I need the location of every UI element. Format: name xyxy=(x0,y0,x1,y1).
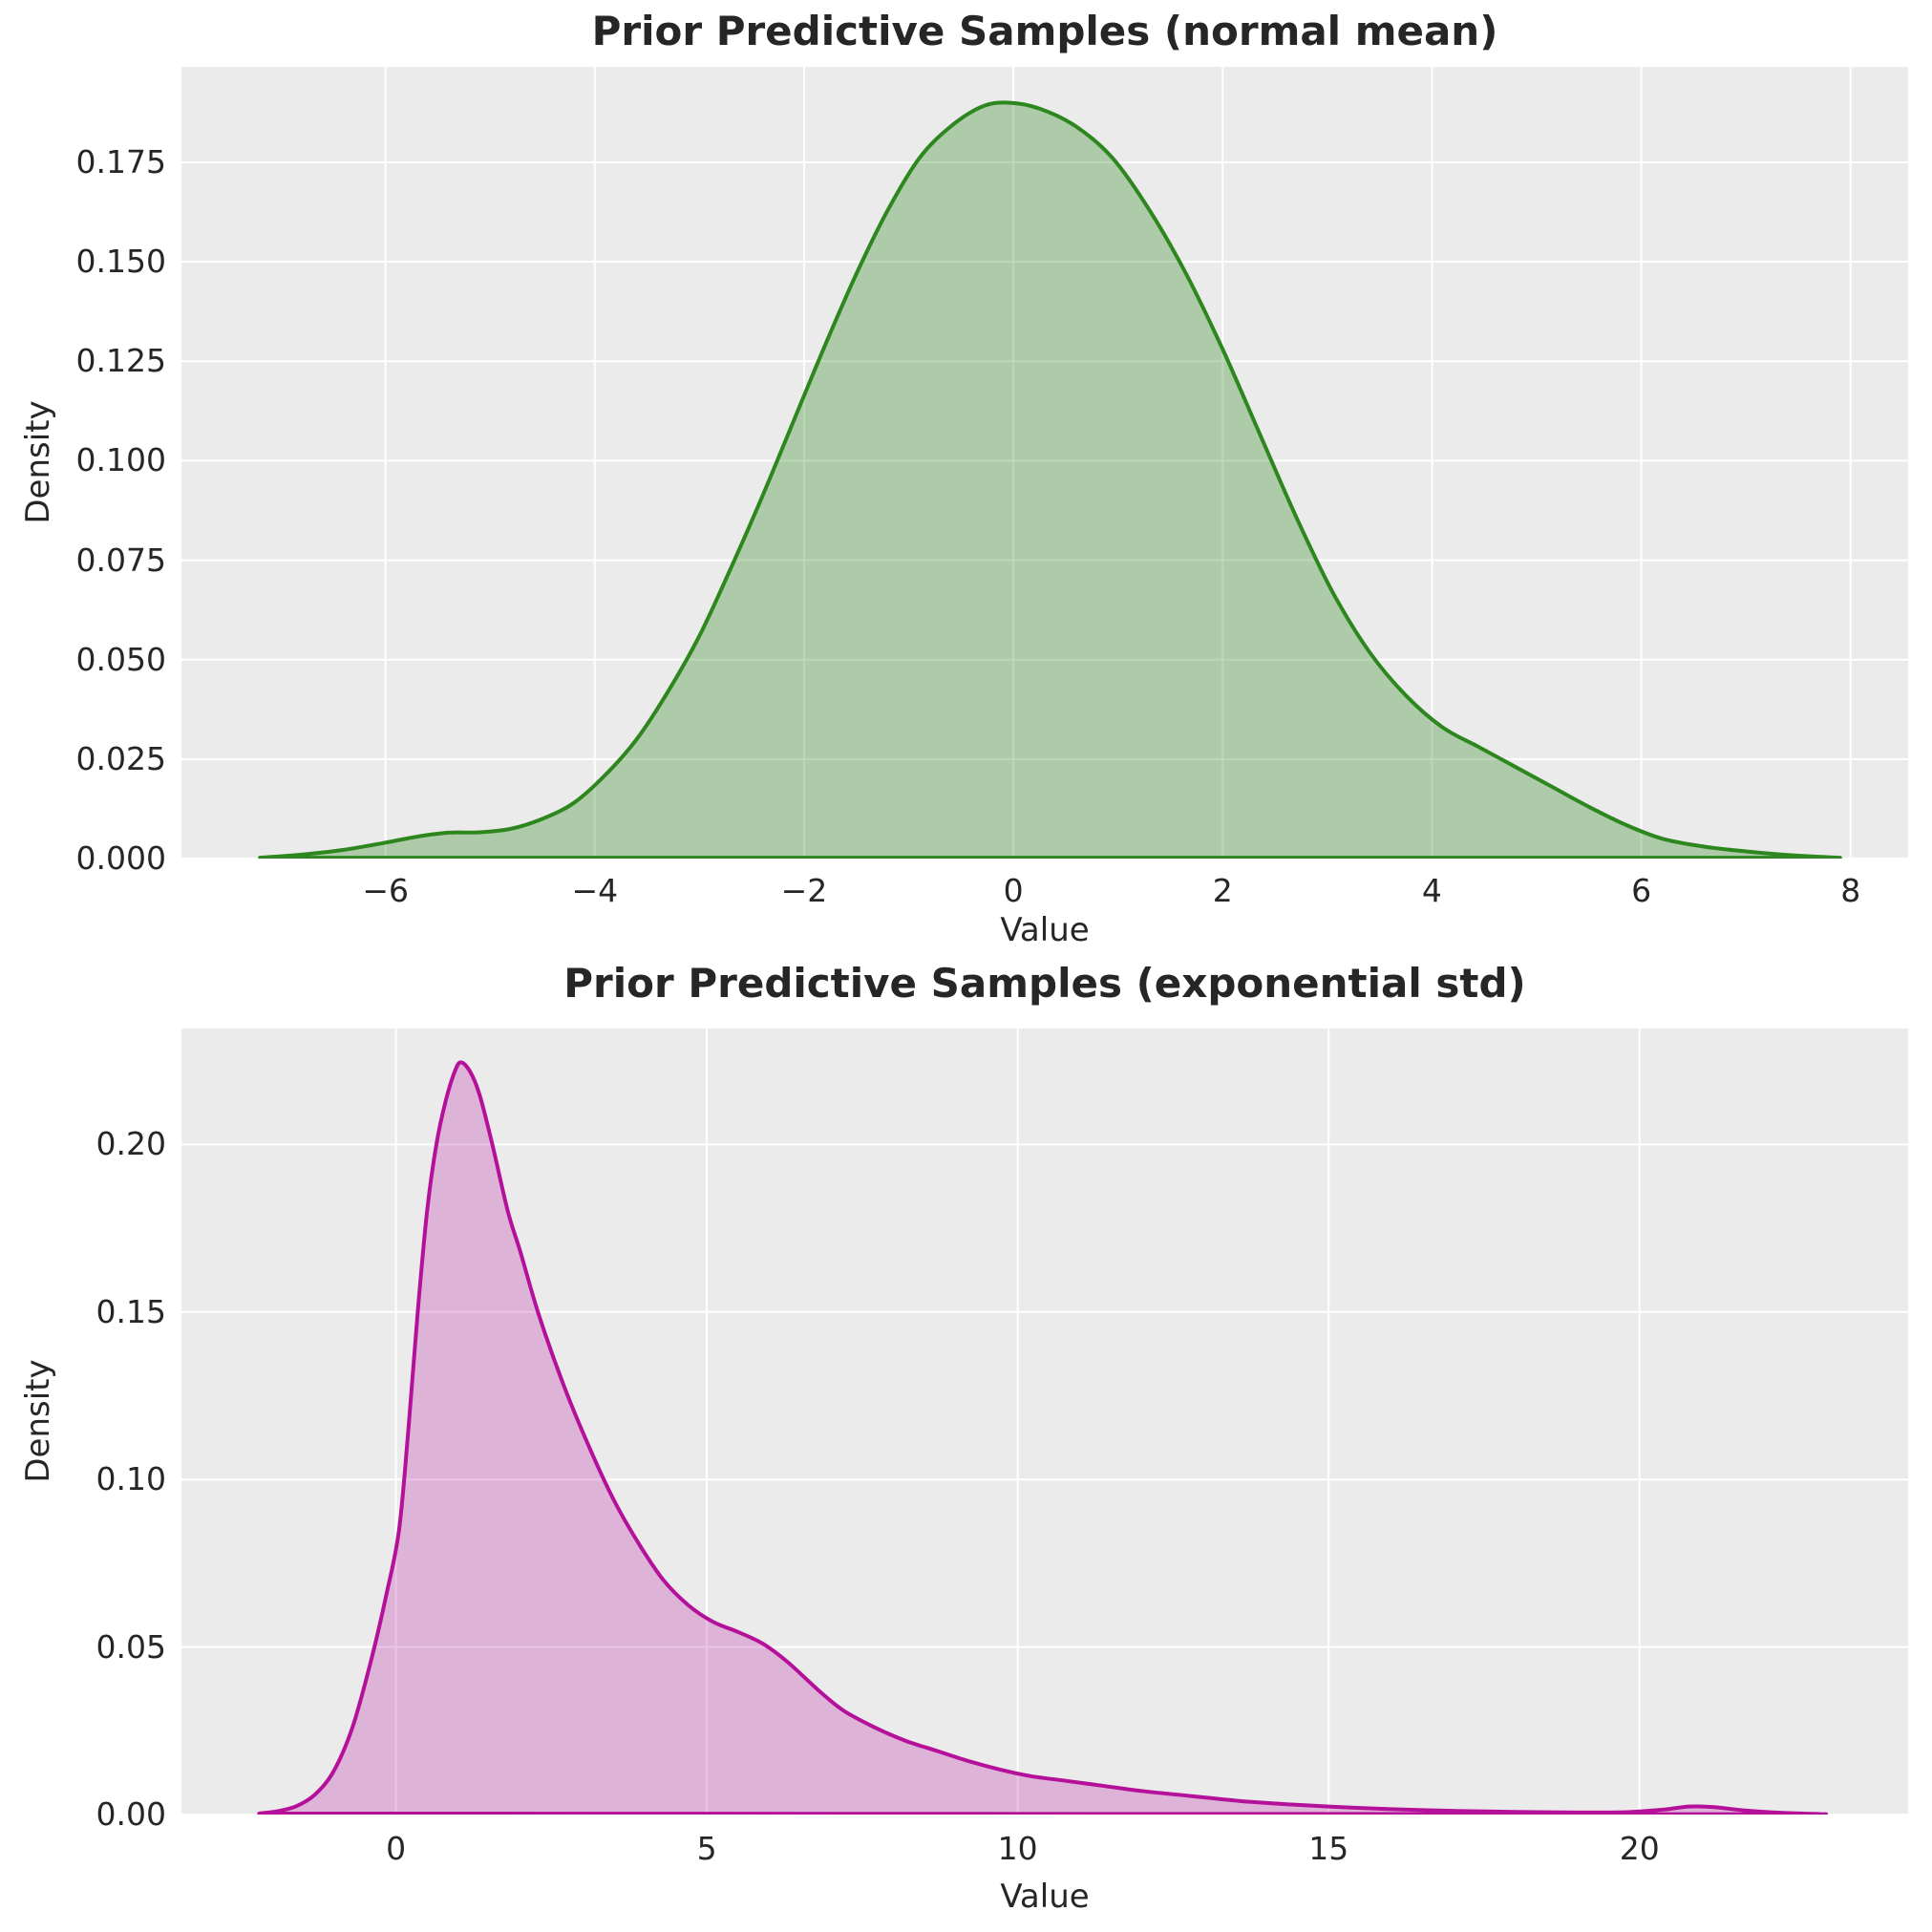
x-tick-label: 15 xyxy=(1308,1830,1349,1867)
y-tick-label: 0.00 xyxy=(96,1795,166,1833)
y-tick-label: 0.15 xyxy=(96,1292,166,1330)
y-tick-label: 0.20 xyxy=(96,1125,166,1163)
kde-plot-svg xyxy=(181,67,1908,859)
x-tick-label: 20 xyxy=(1619,1830,1660,1867)
y-tick-label: 0.05 xyxy=(96,1627,166,1666)
y-tick-label: 0.150 xyxy=(75,243,166,281)
y-tick-label: 0.000 xyxy=(75,839,166,877)
plot-background xyxy=(181,1029,1908,1815)
kde-outline xyxy=(258,100,1842,859)
x-tick-label: 10 xyxy=(997,1830,1038,1867)
x-tick-label: −4 xyxy=(571,872,619,909)
gridlines xyxy=(181,67,1908,859)
gridlines xyxy=(181,1029,1908,1815)
y-tick-label: 0.025 xyxy=(75,739,166,777)
x-tick-label: −2 xyxy=(780,872,828,909)
kde-plot-svg xyxy=(181,1029,1908,1815)
y-tick-label: 0.050 xyxy=(75,640,166,678)
top-chart-title: Prior Predictive Samples (normal mean) xyxy=(591,8,1498,54)
kde-outline xyxy=(257,1060,1829,1815)
kde-fill xyxy=(259,1062,1827,1815)
x-tick-label: 2 xyxy=(1212,872,1233,909)
y-tick-label: 0.075 xyxy=(75,541,166,579)
bottom-x-axis-label: Value xyxy=(1000,1878,1090,1916)
x-tick-label: 5 xyxy=(696,1830,717,1867)
x-tick-label: 8 xyxy=(1840,872,1861,909)
bottom-chart-title: Prior Predictive Samples (exponential st… xyxy=(563,960,1526,1007)
x-tick-label: 0 xyxy=(386,1830,407,1867)
x-tick-label: 4 xyxy=(1421,872,1442,909)
x-tick-label: −6 xyxy=(362,872,409,909)
top-x-axis-label: Value xyxy=(1000,911,1090,949)
plot-background xyxy=(181,67,1908,859)
x-tick-label: 6 xyxy=(1631,872,1652,909)
y-tick-label: 0.175 xyxy=(75,142,166,180)
y-tick-label: 0.125 xyxy=(75,342,166,380)
x-tick-label: 0 xyxy=(1003,872,1024,909)
kde-fill xyxy=(260,102,1840,859)
y-tick-label: 0.100 xyxy=(75,441,166,479)
y-tick-label: 0.10 xyxy=(96,1460,166,1498)
